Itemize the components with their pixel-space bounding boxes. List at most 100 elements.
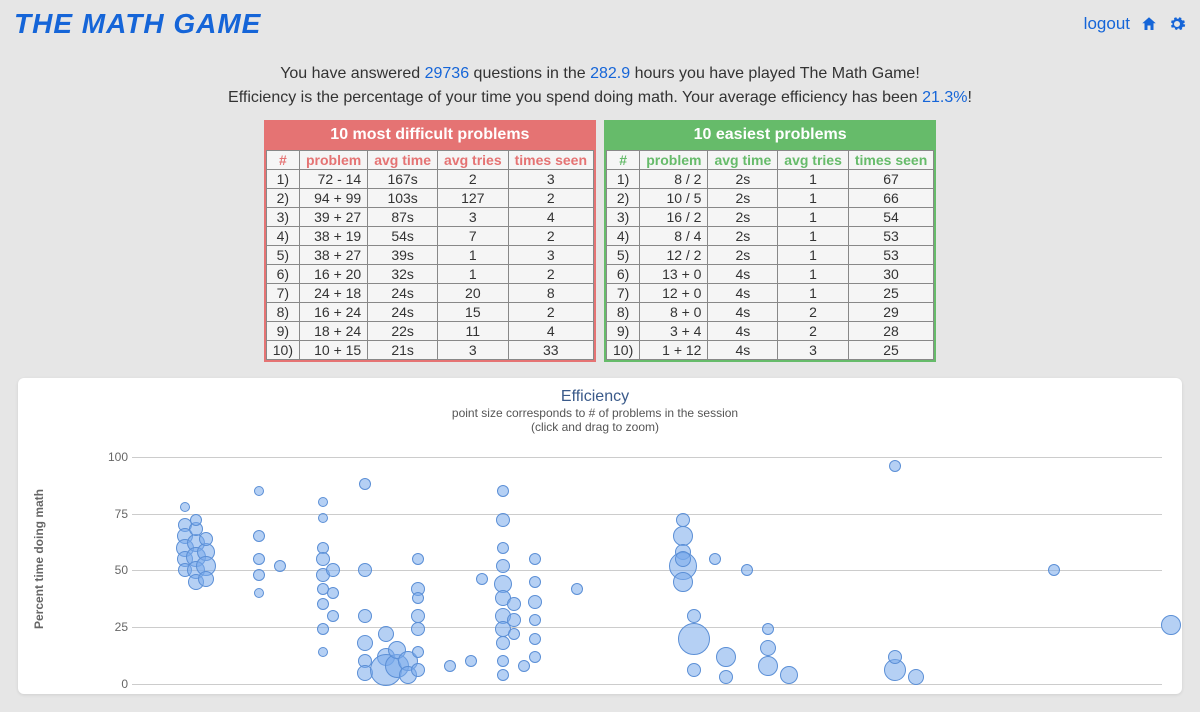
chart-point[interactable] <box>709 553 721 565</box>
chart-point[interactable] <box>529 614 541 626</box>
chart-point[interactable] <box>780 666 798 684</box>
chart-point[interactable] <box>198 571 214 587</box>
table-header: times seen <box>508 151 593 170</box>
table-row: 4)38 + 1954s72 <box>266 227 593 246</box>
table-row: 6)16 + 2032s12 <box>266 265 593 284</box>
table-row: 10)10 + 1521s333 <box>266 341 593 360</box>
chart-point[interactable] <box>496 636 510 650</box>
table-header: # <box>266 151 299 170</box>
chart-point[interactable] <box>675 551 691 567</box>
chart-point[interactable] <box>497 669 509 681</box>
chart-point[interactable] <box>758 656 778 676</box>
table-row: 3)39 + 2787s34 <box>266 208 593 227</box>
chart-point[interactable] <box>317 623 329 635</box>
ytick-label: 0 <box>92 677 128 691</box>
chart-point[interactable] <box>318 497 328 507</box>
chart-point[interactable] <box>274 560 286 572</box>
chart-point[interactable] <box>496 559 510 573</box>
chart-point[interactable] <box>888 650 902 664</box>
ytick-label: 100 <box>92 450 128 464</box>
chart-point[interactable] <box>673 572 693 592</box>
chart-point[interactable] <box>889 460 901 472</box>
chart-point[interactable] <box>412 646 424 658</box>
chart-point[interactable] <box>528 595 542 609</box>
chart-point[interactable] <box>529 576 541 588</box>
table-row: 10)1 + 124s325 <box>607 341 934 360</box>
chart-point[interactable] <box>507 613 521 627</box>
chart-title: Efficiency <box>28 388 1162 406</box>
chart-point[interactable] <box>1048 564 1060 576</box>
chart-point[interactable] <box>359 478 371 490</box>
chart-point[interactable] <box>412 553 424 565</box>
chart-point[interactable] <box>529 651 541 663</box>
chart-point[interactable] <box>327 587 339 599</box>
chart-point[interactable] <box>254 486 264 496</box>
gear-icon[interactable] <box>1168 15 1186 33</box>
chart-point[interactable] <box>327 610 339 622</box>
chart-point[interactable] <box>199 532 213 546</box>
chart-point[interactable] <box>497 485 509 497</box>
efficiency-chart[interactable]: Efficiency point size corresponds to # o… <box>18 378 1182 694</box>
table-header: times seen <box>848 151 933 170</box>
chart-point[interactable] <box>678 623 710 655</box>
ytick-label: 75 <box>92 507 128 521</box>
chart-point[interactable] <box>444 660 456 672</box>
chart-point[interactable] <box>357 635 373 651</box>
chart-point[interactable] <box>687 609 701 623</box>
chart-point[interactable] <box>316 552 330 566</box>
table-header: problem <box>640 151 708 170</box>
table-row: 8)16 + 2424s152 <box>266 303 593 322</box>
ytick-label: 50 <box>92 563 128 577</box>
chart-point[interactable] <box>411 663 425 677</box>
chart-point[interactable] <box>719 670 733 684</box>
chart-subtitle: point size corresponds to # of problems … <box>28 406 1162 420</box>
chart-point[interactable] <box>507 597 521 611</box>
chart-point[interactable] <box>180 502 190 512</box>
table-row: 5)38 + 2739s13 <box>266 246 593 265</box>
table-row: 7)12 + 04s125 <box>607 284 934 303</box>
chart-point[interactable] <box>358 609 372 623</box>
chart-point[interactable] <box>318 647 328 657</box>
chart-point[interactable] <box>358 563 372 577</box>
chart-point[interactable] <box>716 647 736 667</box>
chart-point[interactable] <box>760 640 776 656</box>
chart-point[interactable] <box>190 514 202 526</box>
chart-point[interactable] <box>508 628 520 640</box>
ytick-label: 25 <box>92 620 128 634</box>
table-header: # <box>607 151 640 170</box>
chart-point[interactable] <box>253 569 265 581</box>
table-header: problem <box>299 151 367 170</box>
chart-point[interactable] <box>571 583 583 595</box>
chart-point[interactable] <box>518 660 530 672</box>
chart-point[interactable] <box>741 564 753 576</box>
chart-point[interactable] <box>412 592 424 604</box>
easy-problems-table: 10 easiest problems #problemavg timeavg … <box>604 120 936 362</box>
chart-point[interactable] <box>254 588 264 598</box>
chart-point[interactable] <box>762 623 774 635</box>
chart-point[interactable] <box>687 663 701 677</box>
chart-point[interactable] <box>326 563 340 577</box>
chart-point[interactable] <box>529 553 541 565</box>
table-row: 8)8 + 04s229 <box>607 303 934 322</box>
chart-point[interactable] <box>317 598 329 610</box>
app-title: THE MATH GAME <box>14 8 261 40</box>
logout-link[interactable]: logout <box>1084 14 1130 34</box>
chart-point[interactable] <box>253 530 265 542</box>
chart-point[interactable] <box>253 553 265 565</box>
chart-point[interactable] <box>1161 615 1181 635</box>
chart-plot-area[interactable]: 0255075100 <box>92 434 1162 684</box>
chart-point[interactable] <box>496 513 510 527</box>
table-row: 1)72 - 14167s23 <box>266 170 593 189</box>
chart-point[interactable] <box>497 655 509 667</box>
chart-point[interactable] <box>676 513 690 527</box>
chart-point[interactable] <box>411 622 425 636</box>
chart-point[interactable] <box>476 573 488 585</box>
home-icon[interactable] <box>1140 15 1158 33</box>
chart-point[interactable] <box>497 542 509 554</box>
chart-point[interactable] <box>908 669 924 685</box>
chart-point[interactable] <box>378 626 394 642</box>
chart-point[interactable] <box>529 633 541 645</box>
chart-point[interactable] <box>465 655 477 667</box>
chart-point[interactable] <box>318 513 328 523</box>
chart-point[interactable] <box>411 609 425 623</box>
